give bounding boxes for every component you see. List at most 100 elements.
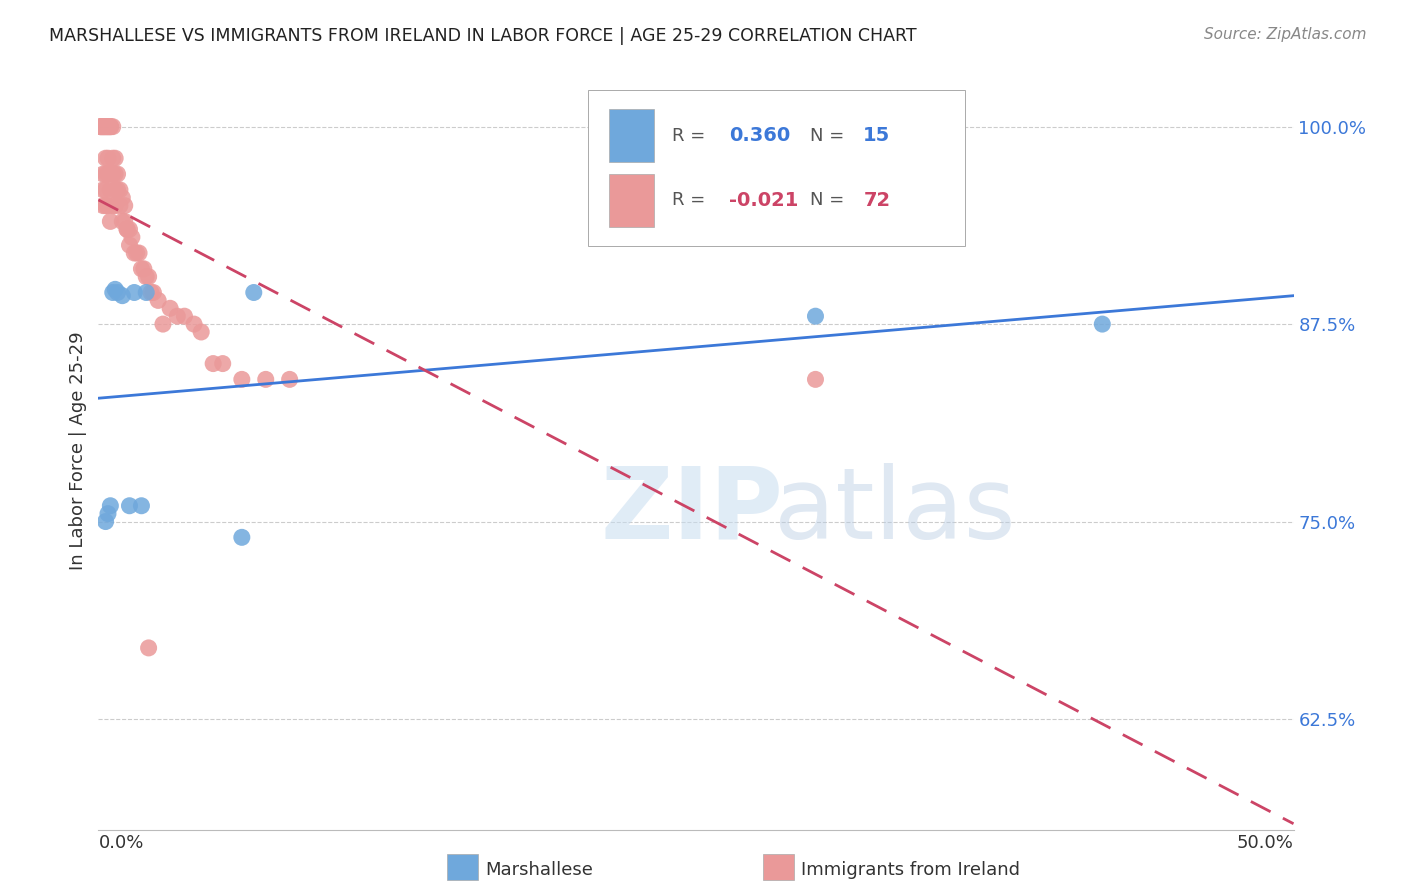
Point (115, 222, 138, 236)
Point (128, 246, 150, 260)
Point (211, 357, 233, 371)
Point (97, 151, 120, 165)
Point (104, 282, 127, 296)
Point (104, 199, 127, 213)
Bar (609, 174, 654, 227)
Point (114, 214, 136, 228)
Point (104, 167, 127, 181)
Point (101, 151, 124, 165)
Point (97, 507, 120, 521)
Text: 50.0%: 50.0% (1237, 834, 1294, 852)
Point (98, 120, 122, 134)
Point (101, 120, 124, 134)
Point (231, 372, 253, 386)
Point (202, 357, 225, 371)
Text: atlas: atlas (773, 463, 1015, 559)
Point (804, 372, 827, 386)
Text: N =: N = (810, 191, 849, 210)
Point (97, 120, 120, 134)
Point (231, 530, 253, 544)
Text: 15: 15 (863, 127, 890, 145)
Point (104, 151, 127, 165)
Point (98, 167, 122, 181)
Point (115, 222, 138, 236)
Point (90, 120, 112, 134)
Point (118, 499, 141, 513)
Point (138, 269, 160, 284)
Point (121, 230, 143, 244)
Point (101, 199, 124, 213)
Point (118, 238, 141, 252)
Point (90, 120, 112, 134)
Point (94, 515, 117, 529)
Point (104, 183, 127, 197)
Point (138, 640, 160, 655)
Point (135, 285, 157, 300)
Text: Marshallese: Marshallese (485, 861, 593, 879)
Text: N =: N = (810, 127, 849, 145)
Point (1091, 317, 1114, 331)
Point (254, 372, 277, 386)
Point (243, 285, 266, 300)
Point (183, 317, 205, 331)
Text: Immigrants from Ireland: Immigrants from Ireland (801, 861, 1021, 879)
Point (173, 309, 195, 323)
Text: -0.021: -0.021 (730, 191, 799, 210)
Point (94, 151, 117, 165)
Text: MARSHALLESE VS IMMIGRANTS FROM IRELAND IN LABOR FORCE | AGE 25-29 CORRELATION CH: MARSHALLESE VS IMMIGRANTS FROM IRELAND I… (49, 27, 917, 45)
Point (125, 246, 148, 260)
Point (94, 120, 117, 134)
Point (108, 199, 131, 213)
Point (107, 285, 129, 300)
Point (278, 372, 301, 386)
Point (98, 120, 122, 134)
Point (97, 120, 120, 134)
Text: Source: ZipAtlas.com: Source: ZipAtlas.com (1204, 27, 1367, 42)
Point (91, 183, 114, 197)
Point (114, 199, 136, 213)
Point (124, 246, 146, 260)
Point (131, 499, 153, 513)
Point (111, 288, 134, 302)
Y-axis label: In Labor Force | Age 25-29: In Labor Force | Age 25-29 (69, 331, 87, 570)
Point (98, 214, 122, 228)
Point (131, 261, 153, 276)
Point (107, 183, 129, 197)
Point (91, 120, 114, 134)
Point (91, 120, 114, 134)
Point (90, 120, 112, 134)
Point (804, 309, 827, 323)
Point (135, 269, 157, 284)
Point (132, 261, 155, 276)
Text: 0.360: 0.360 (730, 127, 790, 145)
Point (107, 167, 129, 181)
Point (94, 183, 117, 197)
Point (97, 167, 120, 181)
Point (142, 285, 165, 300)
Text: R =: R = (672, 191, 711, 210)
Bar (609, 109, 654, 162)
Point (148, 293, 170, 308)
Point (111, 214, 134, 228)
Point (166, 309, 188, 323)
Point (118, 222, 141, 236)
Text: ZIP: ZIP (600, 463, 783, 559)
Point (91, 199, 114, 213)
Point (94, 167, 117, 181)
Point (152, 317, 174, 331)
Point (97, 199, 120, 213)
Point (101, 167, 124, 181)
Point (98, 120, 122, 134)
Point (94, 199, 117, 213)
Point (94, 120, 117, 134)
Point (101, 285, 124, 300)
Point (124, 285, 146, 300)
Point (159, 301, 181, 316)
Point (91, 120, 114, 134)
Point (98, 183, 122, 197)
Point (91, 167, 114, 181)
Point (94, 120, 117, 134)
FancyBboxPatch shape (589, 90, 965, 245)
Point (97, 120, 120, 134)
Text: 0.0%: 0.0% (98, 834, 143, 852)
